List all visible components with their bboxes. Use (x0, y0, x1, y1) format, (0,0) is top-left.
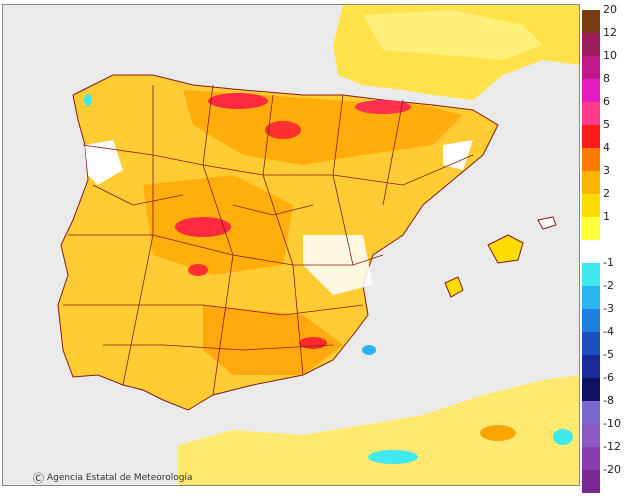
legend-swatch--8 (582, 401, 600, 424)
north-africa-land (178, 375, 579, 485)
legend-swatch--6 (582, 378, 600, 401)
legend-label--8: -8 (603, 394, 614, 407)
color-legend: 20 12 10 8 6 5 4 3 2 1 -1 -2 -3 -4 -5 -6 -8 -10 -12 -20 (582, 4, 628, 493)
legend-label-5: 5 (603, 118, 610, 131)
legend-label--5: -5 (603, 348, 614, 361)
hotspot-guadalquivir (299, 337, 327, 349)
legend-swatch-neutral (582, 240, 600, 263)
hotspot-africa (480, 425, 516, 441)
legend-swatch-5 (582, 125, 600, 148)
legend-label--2: -2 (603, 279, 614, 292)
legend-swatch--10 (582, 424, 600, 447)
legend-label--10: -10 (603, 417, 621, 430)
balearic-ibiza (444, 276, 464, 298)
cold-spot-africa-east (553, 429, 573, 445)
legend-swatch-20 (582, 10, 600, 33)
legend-label-4: 4 (603, 141, 610, 154)
balearic-menorca (537, 216, 557, 230)
legend-swatch--1 (582, 263, 600, 286)
neutral-catalonia (443, 140, 473, 170)
legend-swatch--5 (582, 355, 600, 378)
legend-label-12: 12 (603, 26, 617, 39)
legend-swatch-6 (582, 102, 600, 125)
province-borders (63, 84, 474, 396)
legend-swatch-8 (582, 79, 600, 102)
legend-label-20: 20 (603, 3, 617, 16)
france-patch (363, 10, 543, 60)
legend-label--20: -20 (603, 463, 621, 476)
hotspot-pyrenees (355, 100, 411, 114)
legend-swatch-12 (582, 33, 600, 56)
cold-spot-africa (368, 450, 418, 464)
neutral-galicia (85, 140, 123, 185)
legend-label--12: -12 (603, 440, 621, 453)
legend-label-1: 1 (603, 210, 610, 223)
cold-spot-galicia (84, 94, 92, 106)
legend-label-6: 6 (603, 95, 610, 108)
hotspot-toledo (188, 264, 208, 276)
aemet-credit: Ⓒ Agencia Estatal de Meteorología (33, 470, 193, 485)
legend-swatch-2 (582, 194, 600, 217)
hotspot-burgos (265, 121, 301, 139)
legend-swatch-1 (582, 217, 600, 240)
warm-zone-south (203, 305, 343, 375)
legend-swatch-3 (582, 171, 600, 194)
anomaly-map: Ⓒ Agencia Estatal de Meteorología (2, 4, 580, 486)
legend-label--6: -6 (603, 371, 614, 384)
legend-swatch--3 (582, 309, 600, 332)
hotspot-madrid (175, 217, 231, 237)
legend-label-8: 8 (603, 72, 610, 85)
legend-label-2: 2 (603, 187, 610, 200)
legend-label--1: -1 (603, 256, 614, 269)
iberia-map-svg (57, 5, 579, 485)
legend-swatch--12 (582, 447, 600, 470)
legend-label-10: 10 (603, 49, 617, 62)
copyright-icon: Ⓒ (33, 472, 44, 485)
legend-label--4: -4 (603, 325, 614, 338)
legend-swatch--4 (582, 332, 600, 355)
legend-swatch--20 (582, 470, 600, 493)
legend-swatch-4 (582, 148, 600, 171)
credit-text: Agencia Estatal de Meteorología (47, 473, 193, 483)
legend-label-3: 3 (603, 164, 610, 177)
legend-swatch-10 (582, 56, 600, 79)
hotspot-cantabria (208, 93, 268, 109)
legend-swatch--2 (582, 286, 600, 309)
cold-spot-murcia (362, 345, 376, 355)
balearic-mallorca (487, 234, 524, 264)
legend-label--3: -3 (603, 302, 614, 315)
